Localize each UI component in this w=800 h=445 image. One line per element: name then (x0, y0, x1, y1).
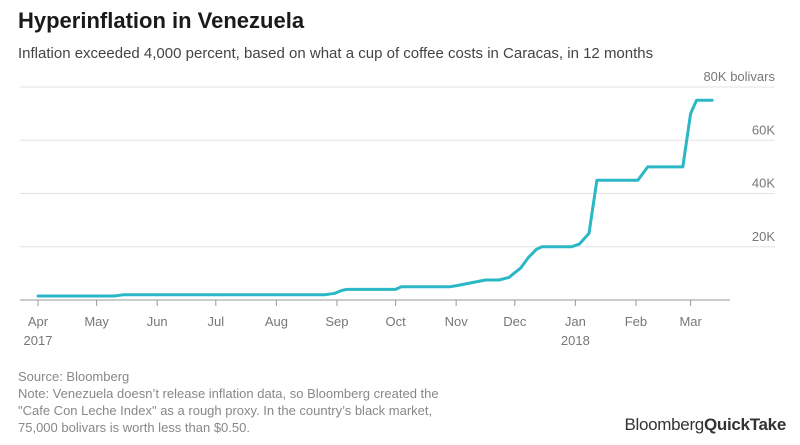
x-tick-label: Jan (565, 314, 586, 329)
bloomberg-quicktake-logo: BloombergQuickTake (624, 415, 786, 435)
x-tick-label: Jun (147, 314, 168, 329)
series-line (36, 98, 714, 298)
x-tick-label: Jul (208, 314, 225, 329)
y-axis-labels: 20K 40K 60K 80K bolivars (703, 69, 775, 244)
x-tick-year-label: 2017 (24, 333, 53, 348)
x-tick-label: Oct (385, 314, 406, 329)
source-note: Source: Bloomberg (18, 369, 130, 384)
chart-footer: Source: Bloomberg Note: Venezuela doesn’… (18, 368, 439, 436)
chart-title: Hyperinflation in Venezuela (18, 8, 305, 33)
x-tick-label: Nov (445, 314, 469, 329)
y-tick-label: 20K (752, 229, 775, 244)
x-tick-label: Mar (679, 314, 702, 329)
note-line: 75,000 bolivars is worth less than $0.50… (18, 420, 250, 435)
y-tick-label: 40K (752, 176, 775, 191)
x-axis: Apr 2017 May Jun Jul Aug Sep Oct Nov Dec Jan 2018 Fe… (20, 299, 730, 348)
x-tick-label: Apr (28, 314, 49, 329)
y-tick-label: 80K bolivars (703, 69, 775, 84)
chart-subtitle: Inflation exceeded 4,000 percent, based … (18, 45, 654, 62)
note-line: "Cafe Con Leche Index" as a rough proxy.… (18, 403, 433, 418)
series-layer (36, 98, 714, 298)
x-tick-year-label: 2018 (561, 333, 590, 348)
x-tick-label: Dec (503, 314, 527, 329)
brand-quicktake: QuickTake (703, 415, 786, 434)
y-tick-label: 60K (752, 122, 775, 137)
x-tick-label: Aug (265, 314, 288, 329)
x-tick-label: Feb (625, 314, 647, 329)
x-tick-label: May (84, 314, 109, 329)
gridlines (20, 86, 775, 248)
note-line: Note: Venezuela doesn’t release inflatio… (18, 386, 439, 401)
brand-bloomberg: Bloomberg (624, 415, 704, 434)
x-tick-label: Sep (325, 314, 348, 329)
line-chart: Apr 2017 May Jun Jul Aug Sep Oct Nov Dec Jan 2018 Fe… (20, 69, 775, 348)
